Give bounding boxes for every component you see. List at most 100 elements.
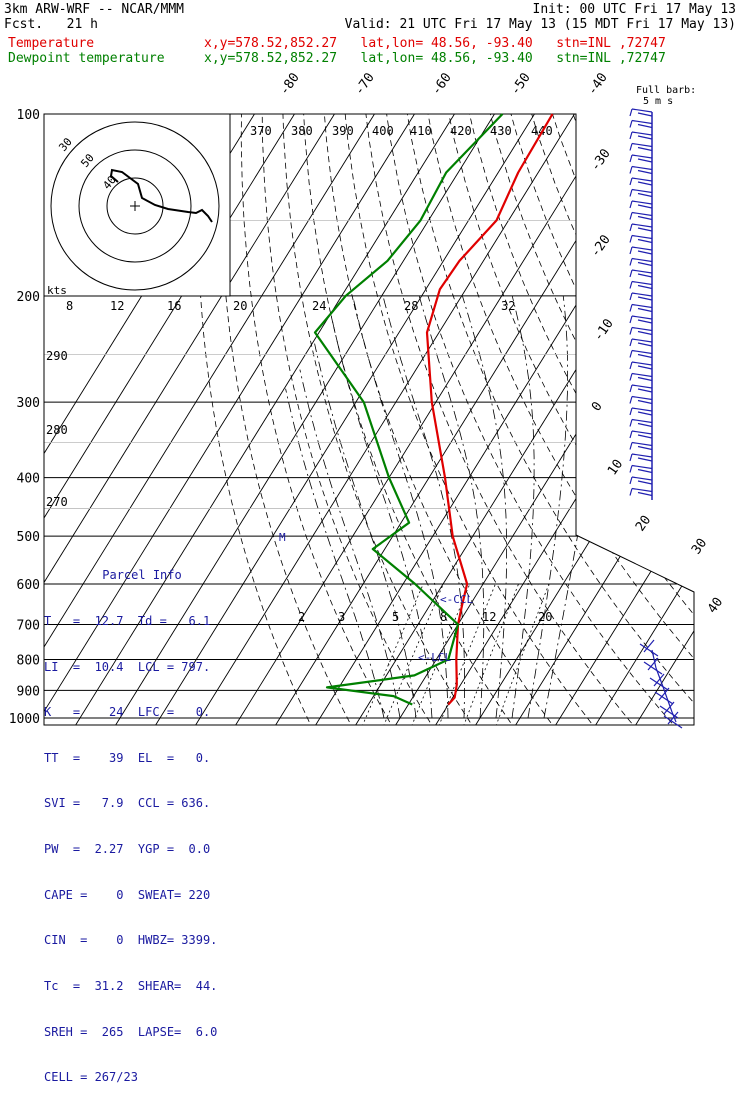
wind-barb bbox=[630, 270, 632, 277]
dry-adiabat bbox=[503, 86, 740, 730]
wind-barb bbox=[630, 155, 632, 162]
hodograph: 30 50 40 kts bbox=[44, 114, 230, 297]
wind-barb bbox=[638, 424, 652, 427]
wind-barb bbox=[632, 293, 652, 296]
wind-barb bbox=[630, 339, 632, 346]
wind-barb bbox=[630, 408, 632, 415]
pressure-tick-label: 300 bbox=[17, 396, 40, 411]
wind-barb bbox=[632, 385, 652, 388]
isotherm-label: -70 bbox=[352, 70, 378, 98]
wind-barb bbox=[630, 420, 632, 427]
isotherm-label: -60 bbox=[429, 70, 455, 98]
theta-label: 270 bbox=[46, 495, 68, 509]
wind-barb bbox=[638, 343, 652, 346]
parcel-info-panel: Parcel Info T = 12.7 Td = 6.1 LI = 10.4 … bbox=[44, 538, 240, 723]
wind-barb bbox=[638, 458, 652, 461]
wind-barb bbox=[638, 251, 652, 254]
wind-barb bbox=[632, 351, 652, 354]
parcel-info-row: T = 12.7 Td = 6.1 bbox=[44, 614, 240, 629]
wind-barb bbox=[632, 305, 652, 308]
wind-barb bbox=[630, 132, 632, 139]
wind-barb bbox=[638, 159, 652, 162]
isotherm-label: -50 bbox=[508, 70, 534, 98]
wind-barb bbox=[630, 213, 632, 220]
parcel-info-row: SREH = 265 LAPSE= 6.0 bbox=[44, 1025, 240, 1040]
wind-barb bbox=[638, 274, 652, 277]
theta-label: 430 bbox=[490, 124, 512, 138]
wind-barb bbox=[632, 259, 652, 262]
isotherm-label: -30 bbox=[588, 146, 614, 174]
wind-barb bbox=[638, 228, 652, 231]
wind-barb bbox=[630, 351, 632, 358]
wind-barb bbox=[630, 121, 632, 128]
parcel-info-row: PW = 2.27 YGP = 0.0 bbox=[44, 842, 240, 857]
wind-barb bbox=[638, 263, 652, 266]
theta-label: 370 bbox=[250, 124, 272, 138]
theta-label: 400 bbox=[372, 124, 394, 138]
mixing-ratio-line bbox=[360, 584, 423, 731]
wind-barb bbox=[638, 470, 652, 473]
wind-barb bbox=[630, 259, 632, 266]
wind-barb bbox=[630, 477, 632, 484]
wind-barb bbox=[638, 113, 652, 116]
pressure-tick-label: 1000 bbox=[9, 712, 40, 727]
thetae-label: 24 bbox=[312, 299, 326, 313]
theta-label: 410 bbox=[410, 124, 432, 138]
wind-barb bbox=[638, 378, 652, 381]
wind-barb bbox=[630, 247, 632, 254]
wind-barb bbox=[632, 408, 652, 411]
pressure-tick-label: 700 bbox=[17, 618, 40, 633]
dry-adiabat bbox=[604, 86, 740, 730]
lcl-marker: <-LCL bbox=[418, 651, 451, 664]
wind-barb bbox=[638, 309, 652, 312]
wind-barb bbox=[638, 148, 652, 151]
wind-barb bbox=[630, 305, 632, 312]
moist-adiabat bbox=[462, 296, 506, 718]
thetae-label: 20 bbox=[233, 299, 247, 313]
dry-adiabat bbox=[262, 86, 435, 730]
thetae-label: 16 bbox=[167, 299, 181, 313]
dry-adiabat bbox=[302, 86, 516, 730]
wind-barb bbox=[632, 144, 652, 147]
parcel-info-row: CIN = 0 HWBZ= 3399. bbox=[44, 933, 240, 948]
parcel-info-row: CELL = 267/23 bbox=[44, 1070, 240, 1085]
wind-barb bbox=[630, 362, 632, 369]
isotherm-label: -80 bbox=[277, 70, 303, 98]
wind-barb bbox=[632, 213, 652, 216]
thetae-label: 12 bbox=[110, 299, 124, 313]
wind-barb bbox=[630, 431, 632, 438]
pressure-tick-label: 800 bbox=[17, 653, 40, 668]
theta-label: 420 bbox=[450, 124, 472, 138]
wind-barb bbox=[632, 236, 652, 239]
wind-barb bbox=[630, 489, 632, 496]
wind-barb bbox=[638, 355, 652, 358]
dry-adiabat bbox=[403, 86, 719, 730]
parcel-info-row: K = 24 LFC = 0. bbox=[44, 705, 240, 720]
wind-barb bbox=[632, 155, 652, 158]
wind-barb bbox=[638, 447, 652, 450]
parcel-info-title: Parcel Info bbox=[44, 568, 240, 583]
moist-adiabat bbox=[315, 344, 416, 718]
pressure-tick-label: 200 bbox=[17, 290, 40, 305]
wind-barb bbox=[632, 270, 652, 273]
wind-barb bbox=[632, 339, 652, 342]
isotherm-label: -40 bbox=[585, 70, 611, 98]
dry-adiabat bbox=[282, 86, 476, 730]
wind-barb bbox=[638, 481, 652, 484]
wind-barb bbox=[632, 328, 652, 331]
wind-barb bbox=[638, 182, 652, 185]
thetae-label: 8 bbox=[66, 299, 73, 313]
wind-barb bbox=[638, 125, 652, 128]
wind-barb bbox=[630, 224, 632, 231]
thetae-label: 28 bbox=[404, 299, 418, 313]
wind-barb bbox=[638, 194, 652, 197]
wind-barb bbox=[630, 201, 632, 208]
pressure-tick-label: 100 bbox=[17, 108, 40, 123]
barb-legend-units: 5 m s bbox=[643, 96, 673, 107]
wind-barb bbox=[630, 109, 632, 116]
wind-barb bbox=[630, 443, 632, 450]
isotherm-line bbox=[592, 86, 740, 730]
parcel-info-row: CAPE = 0 SWEAT= 220 bbox=[44, 888, 240, 903]
wind-barb bbox=[632, 178, 652, 181]
theta-label: 380 bbox=[291, 124, 313, 138]
